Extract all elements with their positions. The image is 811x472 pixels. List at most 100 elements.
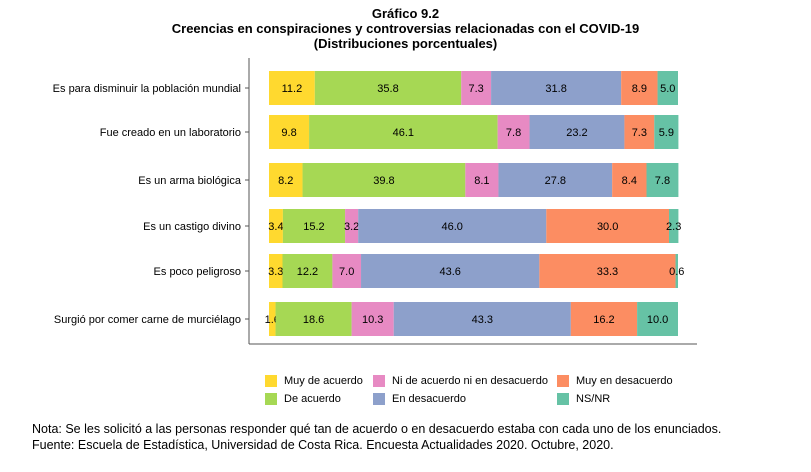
- data-label: 2.3: [666, 221, 681, 233]
- chart-legend: Muy de acuerdo De acuerdo Ni de acuerdo ni…: [265, 373, 705, 407]
- legend-swatch: [373, 392, 385, 405]
- data-label: 10.3: [362, 314, 383, 326]
- data-label: 39.8: [373, 175, 394, 187]
- bar-segment: [282, 254, 333, 288]
- category-label: Fue creado en un laboratorio: [100, 127, 241, 139]
- chart-titles: Gráfico 9.2 Creencias en conspiraciones …: [0, 6, 811, 51]
- bar-segment: [314, 71, 462, 105]
- bar-segment: [282, 209, 346, 243]
- bar-segment: [646, 163, 679, 197]
- chart-title: Gráfico 9.2: [371, 6, 440, 21]
- data-label: 8.2: [278, 175, 293, 187]
- data-label: 46.0: [442, 221, 463, 233]
- legend-swatch: [557, 374, 569, 387]
- category-label: Surgió por comer carne de murciélago: [54, 314, 241, 326]
- data-label: 5.9: [659, 127, 674, 139]
- bar-segment: [269, 209, 283, 243]
- bar-segment: [498, 163, 613, 197]
- data-label: 3.3: [268, 266, 283, 278]
- bar-segment: [361, 254, 540, 288]
- data-label: 27.8: [545, 175, 566, 187]
- data-label: 0.6: [669, 266, 684, 278]
- bar-segment: [669, 209, 679, 243]
- bar-segment: [358, 209, 547, 243]
- legend-swatch: [557, 392, 569, 405]
- data-label: 35.8: [377, 83, 398, 95]
- bar-segment: [461, 71, 492, 105]
- data-label: 43.6: [439, 266, 460, 278]
- legend-item: Muy de acuerdo: [265, 373, 363, 388]
- bar-segment: [621, 71, 658, 105]
- bar-segment: [657, 71, 678, 105]
- data-label: 16.2: [593, 314, 614, 326]
- category-label: Es un arma biológica: [138, 175, 242, 187]
- legend-item: Ni de acuerdo ni en desacuerdo: [373, 373, 548, 388]
- data-label: 7.0: [339, 266, 354, 278]
- data-label: 8.4: [622, 175, 637, 187]
- bar-segment: [393, 302, 571, 336]
- bar-segment: [491, 71, 622, 105]
- data-label: 9.8: [281, 127, 296, 139]
- bar-segment: [345, 209, 359, 243]
- category-label: Es poco peligroso: [154, 266, 241, 278]
- bar-segment: [351, 302, 394, 336]
- bar-segment: [637, 302, 678, 336]
- bar-segment: [675, 254, 678, 288]
- legend-item: Muy en desacuerdo: [557, 373, 673, 388]
- note-text: Nota: Se les solicitó a las personas res…: [32, 422, 722, 436]
- legend-label: Muy de acuerdo: [284, 374, 363, 387]
- legend-label: Ni de acuerdo ni en desacuerdo: [392, 374, 548, 387]
- bar-segment: [269, 302, 276, 336]
- data-label: 3.2: [344, 221, 359, 233]
- data-label: 18.6: [303, 314, 324, 326]
- legend-label: Muy en desacuerdo: [576, 374, 673, 387]
- bar-segment: [529, 115, 625, 149]
- legend-label: En desacuerdo: [392, 392, 466, 405]
- bar-segment: [275, 302, 352, 336]
- chart-subtitle-2: (Distribuciones porcentuales): [313, 36, 498, 51]
- data-label: 8.9: [632, 83, 647, 95]
- bar-segment: [497, 115, 530, 149]
- data-label: 30.0: [597, 221, 618, 233]
- data-label: 8.1: [474, 175, 489, 187]
- legend-swatch: [265, 374, 277, 387]
- bar-segment: [269, 163, 303, 197]
- data-label: 5.0: [660, 83, 675, 95]
- bar-segment: [302, 163, 466, 197]
- bar-segment: [546, 209, 670, 243]
- legend-label: NS/NR: [576, 392, 611, 405]
- legend-item: En desacuerdo: [373, 391, 466, 406]
- data-label: 12.2: [297, 266, 318, 278]
- data-label: 7.3: [632, 127, 647, 139]
- stacked-bar-chart: Es para disminuir la población mundial 11…: [53, 58, 697, 345]
- bar-segment: [654, 115, 679, 149]
- bar-segment: [309, 115, 498, 149]
- bar-segment: [269, 254, 283, 288]
- data-label: 31.8: [545, 83, 566, 95]
- data-label: 3.4: [268, 221, 283, 233]
- data-label: 7.3: [469, 83, 484, 95]
- bar-segment: [269, 115, 310, 149]
- bar-segment: [539, 254, 676, 288]
- data-label: 10.0: [647, 314, 668, 326]
- bar-segment: [612, 163, 647, 197]
- bar-segment: [570, 302, 638, 336]
- data-label: 23.2: [566, 127, 587, 139]
- bar-segment: [465, 163, 499, 197]
- category-label: Es para disminuir la población mundial: [53, 83, 241, 95]
- data-label: 46.1: [393, 127, 414, 139]
- legend-swatch: [265, 392, 277, 405]
- legend-swatch: [373, 374, 385, 387]
- data-label: 11.2: [282, 83, 303, 95]
- category-label: Es un castigo divino: [143, 221, 241, 233]
- chart-subtitle: Creencias en conspiraciones y controvers…: [171, 21, 640, 36]
- data-label: 7.8: [655, 175, 670, 187]
- data-label: 7.8: [506, 127, 521, 139]
- data-label: 15.2: [303, 221, 324, 233]
- source-text: Fuente: Escuela de Estadística, Universi…: [32, 438, 614, 452]
- chart-notes: Nota: Se les solicitó a las personas res…: [32, 421, 721, 453]
- data-label: 33.3: [597, 266, 618, 278]
- bar-segment: [269, 71, 315, 105]
- bar-segment: [332, 254, 362, 288]
- legend-item: De acuerdo: [265, 391, 341, 406]
